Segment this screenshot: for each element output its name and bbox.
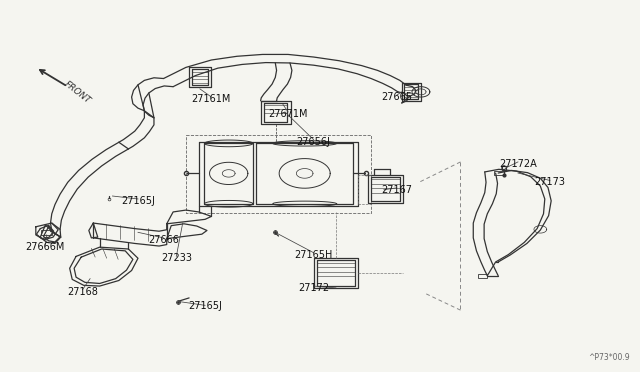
Text: 27165J: 27165J bbox=[188, 301, 222, 311]
Text: ^P73*00.9: ^P73*00.9 bbox=[588, 353, 630, 362]
Bar bbox=[41, 230, 52, 235]
Text: 27165H: 27165H bbox=[294, 250, 333, 260]
Text: FRONT: FRONT bbox=[63, 80, 92, 106]
Text: 27233: 27233 bbox=[161, 253, 192, 263]
Text: 27665: 27665 bbox=[381, 92, 412, 102]
Bar bbox=[478, 274, 487, 278]
Text: 27666: 27666 bbox=[148, 235, 179, 245]
Bar bbox=[493, 171, 504, 175]
Text: 27172: 27172 bbox=[298, 283, 329, 293]
Text: 27671M: 27671M bbox=[268, 109, 308, 119]
Text: 27165J: 27165J bbox=[121, 196, 155, 206]
Text: 27656J: 27656J bbox=[297, 137, 330, 147]
Text: 27167: 27167 bbox=[381, 185, 412, 195]
Text: 27666M: 27666M bbox=[26, 242, 65, 252]
Text: 27173: 27173 bbox=[534, 177, 565, 187]
Text: 27161M: 27161M bbox=[192, 94, 231, 104]
Text: 27172A: 27172A bbox=[499, 159, 537, 169]
Text: 27168: 27168 bbox=[67, 286, 98, 296]
